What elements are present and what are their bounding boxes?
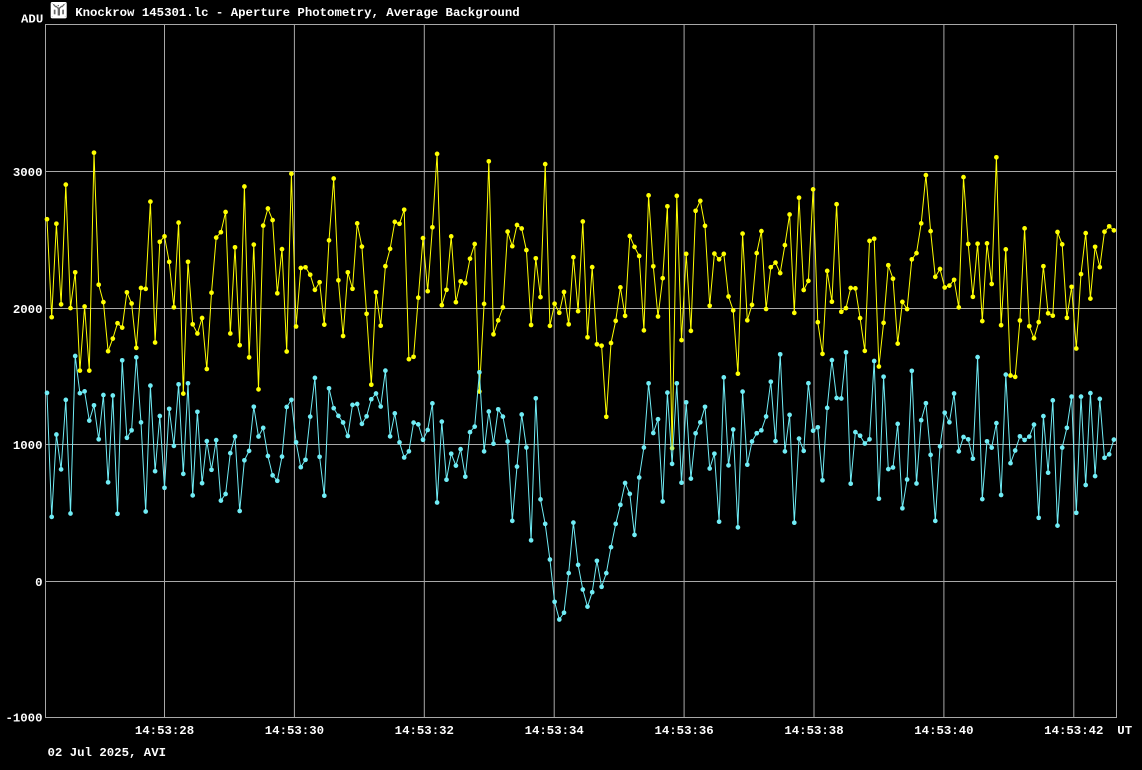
svg-text:14:53:32: 14:53:32 xyxy=(395,724,454,738)
svg-text:14:53:42: 14:53:42 xyxy=(1044,724,1103,738)
svg-text:14:53:30: 14:53:30 xyxy=(265,724,324,738)
svg-text:0: 0 xyxy=(35,576,42,590)
svg-text:2000: 2000 xyxy=(13,303,43,317)
svg-text:Knockrow 145301.lc - Aperture: Knockrow 145301.lc - Aperture Photometry… xyxy=(75,6,519,20)
svg-text:-1000: -1000 xyxy=(5,711,42,725)
svg-text:14:53:38: 14:53:38 xyxy=(784,724,843,738)
svg-text:14:53:40: 14:53:40 xyxy=(914,724,973,738)
svg-text:14:53:34: 14:53:34 xyxy=(525,724,585,738)
svg-text:14:53:28: 14:53:28 xyxy=(135,724,194,738)
svg-text:UT: UT xyxy=(1117,724,1132,738)
svg-text:02 Jul 2025, AVI: 02 Jul 2025, AVI xyxy=(48,746,167,760)
svg-text:1000: 1000 xyxy=(13,439,43,453)
svg-text:3000: 3000 xyxy=(13,166,43,180)
svg-text:14:53:36: 14:53:36 xyxy=(654,724,713,738)
svg-text:ADU: ADU xyxy=(21,13,43,27)
